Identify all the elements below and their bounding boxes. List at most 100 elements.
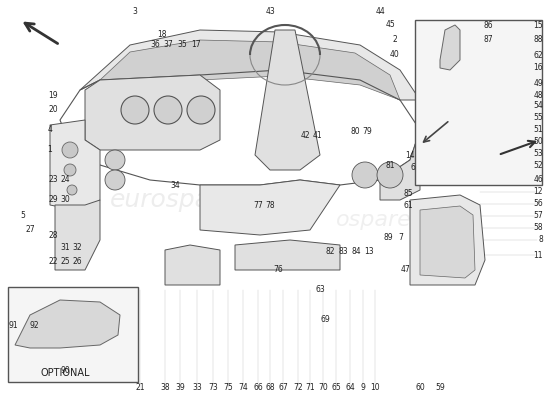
Text: 29: 29 <box>48 196 58 204</box>
Text: 25: 25 <box>60 258 70 266</box>
Text: 43: 43 <box>265 7 275 16</box>
Text: 22: 22 <box>48 258 58 266</box>
Text: 18: 18 <box>157 30 167 39</box>
Text: 40: 40 <box>390 50 400 59</box>
Text: 34: 34 <box>170 180 180 190</box>
Text: 57: 57 <box>534 212 543 220</box>
Text: 87: 87 <box>484 36 494 44</box>
Text: 26: 26 <box>73 258 82 266</box>
Text: 10: 10 <box>370 383 380 392</box>
Text: 19: 19 <box>48 90 58 100</box>
Text: 61: 61 <box>403 200 413 210</box>
Circle shape <box>105 150 125 170</box>
Polygon shape <box>380 130 420 200</box>
Text: 63: 63 <box>315 286 325 294</box>
Polygon shape <box>50 120 100 210</box>
Text: 37: 37 <box>163 40 173 49</box>
Circle shape <box>187 96 215 124</box>
Text: 54: 54 <box>534 100 543 110</box>
FancyBboxPatch shape <box>415 20 542 185</box>
Text: 8: 8 <box>538 236 543 244</box>
Circle shape <box>377 162 403 188</box>
Polygon shape <box>440 25 460 70</box>
Text: 60: 60 <box>415 383 425 392</box>
Text: 9: 9 <box>361 383 365 392</box>
Text: 16: 16 <box>534 62 543 72</box>
Polygon shape <box>200 180 340 235</box>
Text: 4: 4 <box>47 126 52 134</box>
Polygon shape <box>410 195 485 285</box>
Text: 65: 65 <box>331 383 341 392</box>
Circle shape <box>121 96 149 124</box>
Polygon shape <box>235 240 340 270</box>
Text: 71: 71 <box>305 383 315 392</box>
Circle shape <box>352 162 378 188</box>
Text: 59: 59 <box>435 383 445 392</box>
Text: 15: 15 <box>534 20 543 30</box>
Text: 73: 73 <box>208 383 218 392</box>
Polygon shape <box>55 200 100 270</box>
Text: 17: 17 <box>191 40 201 49</box>
Text: 36: 36 <box>150 40 160 49</box>
Text: 70: 70 <box>318 383 328 392</box>
Text: 80: 80 <box>350 128 360 136</box>
Text: 12: 12 <box>534 188 543 196</box>
Text: 88: 88 <box>534 36 543 44</box>
Circle shape <box>67 185 77 195</box>
Text: 24: 24 <box>60 176 70 184</box>
Text: 47: 47 <box>400 266 410 274</box>
Text: eurospares: eurospares <box>110 188 250 212</box>
Text: 58: 58 <box>534 224 543 232</box>
Polygon shape <box>165 245 220 285</box>
Text: 81: 81 <box>386 160 395 170</box>
Polygon shape <box>15 300 120 348</box>
Text: 48: 48 <box>534 90 543 100</box>
Text: 46: 46 <box>534 176 543 184</box>
Text: 83: 83 <box>338 248 348 256</box>
Text: 35: 35 <box>177 40 187 49</box>
Text: 49: 49 <box>534 78 543 88</box>
Text: 30: 30 <box>60 196 70 204</box>
Polygon shape <box>80 30 420 100</box>
Text: 53: 53 <box>534 148 543 158</box>
FancyBboxPatch shape <box>8 287 138 382</box>
Text: 32: 32 <box>73 244 82 252</box>
Text: 66: 66 <box>253 383 263 392</box>
Text: 1: 1 <box>47 146 52 154</box>
Text: 75: 75 <box>223 383 233 392</box>
Text: 62: 62 <box>534 50 543 60</box>
Text: 23: 23 <box>48 176 58 184</box>
Text: 82: 82 <box>326 248 335 256</box>
Text: 64: 64 <box>345 383 355 392</box>
Text: 85: 85 <box>403 188 413 198</box>
Text: 39: 39 <box>175 383 185 392</box>
Text: 44: 44 <box>375 7 385 16</box>
Polygon shape <box>100 40 400 100</box>
Text: 11: 11 <box>534 250 543 260</box>
Text: 28: 28 <box>48 230 58 240</box>
Text: 33: 33 <box>192 383 202 392</box>
Text: 42: 42 <box>300 130 310 140</box>
Text: 21: 21 <box>135 383 145 392</box>
Text: 74: 74 <box>238 383 248 392</box>
Text: 89: 89 <box>383 234 393 242</box>
Text: 20: 20 <box>48 106 58 114</box>
Text: 77: 77 <box>253 200 263 210</box>
Text: 51: 51 <box>534 124 543 134</box>
Circle shape <box>105 170 125 190</box>
Circle shape <box>62 142 78 158</box>
Text: 2: 2 <box>393 35 397 44</box>
Text: 52: 52 <box>534 160 543 170</box>
Text: 78: 78 <box>265 200 275 210</box>
Text: 91: 91 <box>8 320 18 330</box>
Text: 86: 86 <box>484 20 494 30</box>
Text: 79: 79 <box>362 128 372 136</box>
Text: OPTIONAL: OPTIONAL <box>40 368 90 378</box>
Text: 13: 13 <box>364 248 374 256</box>
Circle shape <box>154 96 182 124</box>
Polygon shape <box>85 75 220 150</box>
Polygon shape <box>255 30 320 170</box>
Text: 68: 68 <box>265 383 275 392</box>
Text: 6: 6 <box>410 164 415 172</box>
Text: 84: 84 <box>351 248 361 256</box>
